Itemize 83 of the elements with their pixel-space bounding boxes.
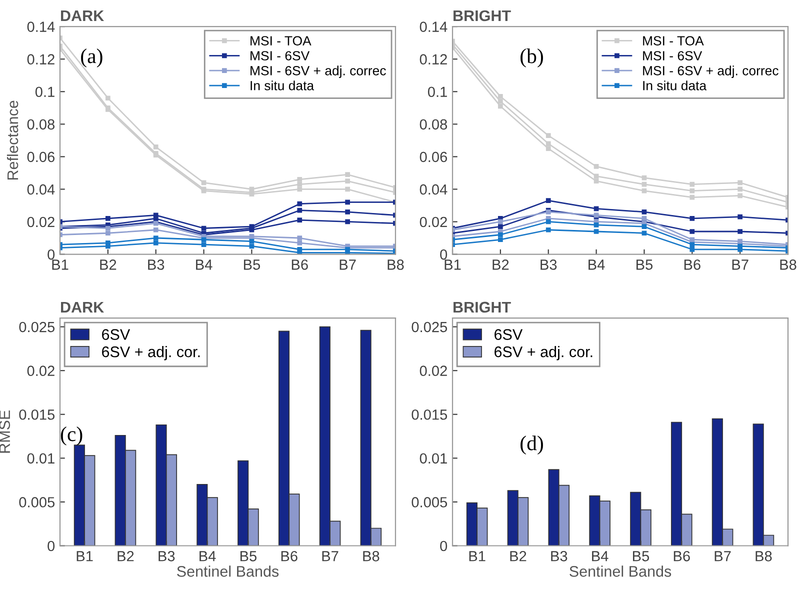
y-tick-label: 0.025	[412, 322, 448, 332]
y-tick-label: 0.005	[19, 497, 55, 508]
x-tick-label: B3	[540, 260, 557, 270]
annotation: (d)	[520, 436, 543, 455]
x-tick-label: B3	[158, 550, 175, 562]
legend-label: MSI - TOA	[643, 36, 704, 46]
legend-label: MSI - 6SV	[250, 51, 310, 60]
x-tick-label: B1	[444, 260, 461, 270]
legend-label: 6SV + adj. cor.	[102, 346, 200, 360]
x-tick-label: B2	[100, 260, 116, 270]
y-tick-label: 0.01	[27, 453, 54, 464]
x-tick-label: B6	[684, 260, 700, 270]
x-axis-title: Sentinel Bands	[177, 566, 279, 577]
y-tick-label: 0.04	[27, 184, 55, 195]
x-tick-label: B5	[240, 551, 257, 562]
x-tick-label: B8	[388, 260, 404, 270]
x-tick-label: B7	[322, 551, 338, 562]
x-tick-label: B7	[732, 260, 748, 270]
chart-title: DARK	[61, 302, 104, 312]
annotation: (a)	[81, 48, 102, 68]
y-tick-label: 0.14	[27, 22, 55, 32]
x-tick-label: B6	[281, 550, 298, 562]
chart-title: BRIGHT	[454, 302, 511, 313]
chart-title: DARK	[61, 10, 104, 21]
y-tick-label: 0.12	[420, 54, 447, 65]
x-tick-label: B2	[492, 260, 509, 270]
x-tick-label: B5	[636, 260, 653, 270]
x-tick-label: B7	[340, 260, 356, 270]
y-tick-label: 0	[48, 540, 55, 552]
x-tick-label: B7	[714, 551, 731, 562]
legend-label: 6SV	[102, 329, 130, 340]
chart-title: BRIGHT	[454, 10, 511, 22]
y-tick-label: 0.02	[27, 366, 54, 376]
annotation: (c)	[60, 426, 82, 446]
y-tick-label: 0.02	[420, 366, 447, 376]
y-tick-label: 0	[440, 540, 448, 552]
y-tick-label: 0.12	[27, 54, 54, 65]
y-tick-label: 0.02	[27, 216, 54, 228]
y-tick-label: 0.015	[19, 409, 55, 420]
x-tick-label: B6	[674, 550, 690, 562]
y-axis-title: Reflectance	[6, 100, 18, 180]
annotation: (b)	[520, 48, 543, 68]
x-tick-label: B4	[196, 260, 212, 270]
y-tick-label: 0.06	[27, 152, 54, 162]
x-tick-label: B5	[632, 551, 650, 562]
x-tick-label: B3	[551, 550, 568, 562]
x-tick-label: B1	[52, 260, 68, 270]
y-tick-label: 0.005	[412, 497, 448, 508]
x-tick-label: B6	[292, 260, 308, 270]
legend-label: In situ data	[250, 80, 314, 90]
y-tick-label: 0.08	[420, 119, 448, 130]
legend-label: MSI - 6SV	[643, 51, 702, 60]
y-tick-label: 0.04	[420, 184, 448, 195]
legend-label: MSI - TOA	[250, 36, 312, 46]
y-tick-label: 0.1	[35, 86, 54, 98]
x-tick-label: B8	[756, 550, 772, 562]
x-tick-label: B3	[148, 260, 164, 270]
x-tick-label: B4	[592, 551, 608, 562]
legend-label: MSI - 6SV + adj. correc	[643, 66, 778, 78]
legend-label: In situ data	[643, 80, 707, 90]
x-tick-label: B1	[469, 551, 486, 562]
y-tick-label: 0.015	[412, 409, 448, 420]
x-tick-label: B1	[76, 551, 93, 562]
x-tick-label: B4	[588, 260, 605, 270]
y-tick-label: 0	[48, 249, 55, 260]
legend-label: 6SV + adj. cor.	[494, 346, 592, 360]
x-tick-label: B4	[200, 551, 216, 562]
x-tick-label: B8	[780, 260, 796, 270]
x-tick-label: B5	[244, 260, 260, 270]
y-tick-label: 0.01	[420, 453, 447, 464]
y-tick-label: 0.02	[420, 216, 447, 228]
y-tick-label: 0	[440, 249, 448, 260]
legend-label: 6SV	[494, 329, 523, 340]
y-tick-label: 0.06	[420, 152, 448, 162]
x-tick-label: B2	[118, 550, 134, 562]
y-tick-label: 0.08	[27, 119, 55, 130]
y-tick-label: 0.1	[428, 86, 447, 98]
legend-label: MSI - 6SV + adj. correc	[250, 66, 386, 78]
x-tick-label: B2	[510, 550, 526, 562]
x-tick-label: B8	[363, 550, 380, 562]
x-axis-title: Sentinel Bands	[570, 566, 672, 577]
y-tick-label: 0.14	[420, 22, 448, 32]
y-tick-label: 0.025	[19, 322, 55, 332]
